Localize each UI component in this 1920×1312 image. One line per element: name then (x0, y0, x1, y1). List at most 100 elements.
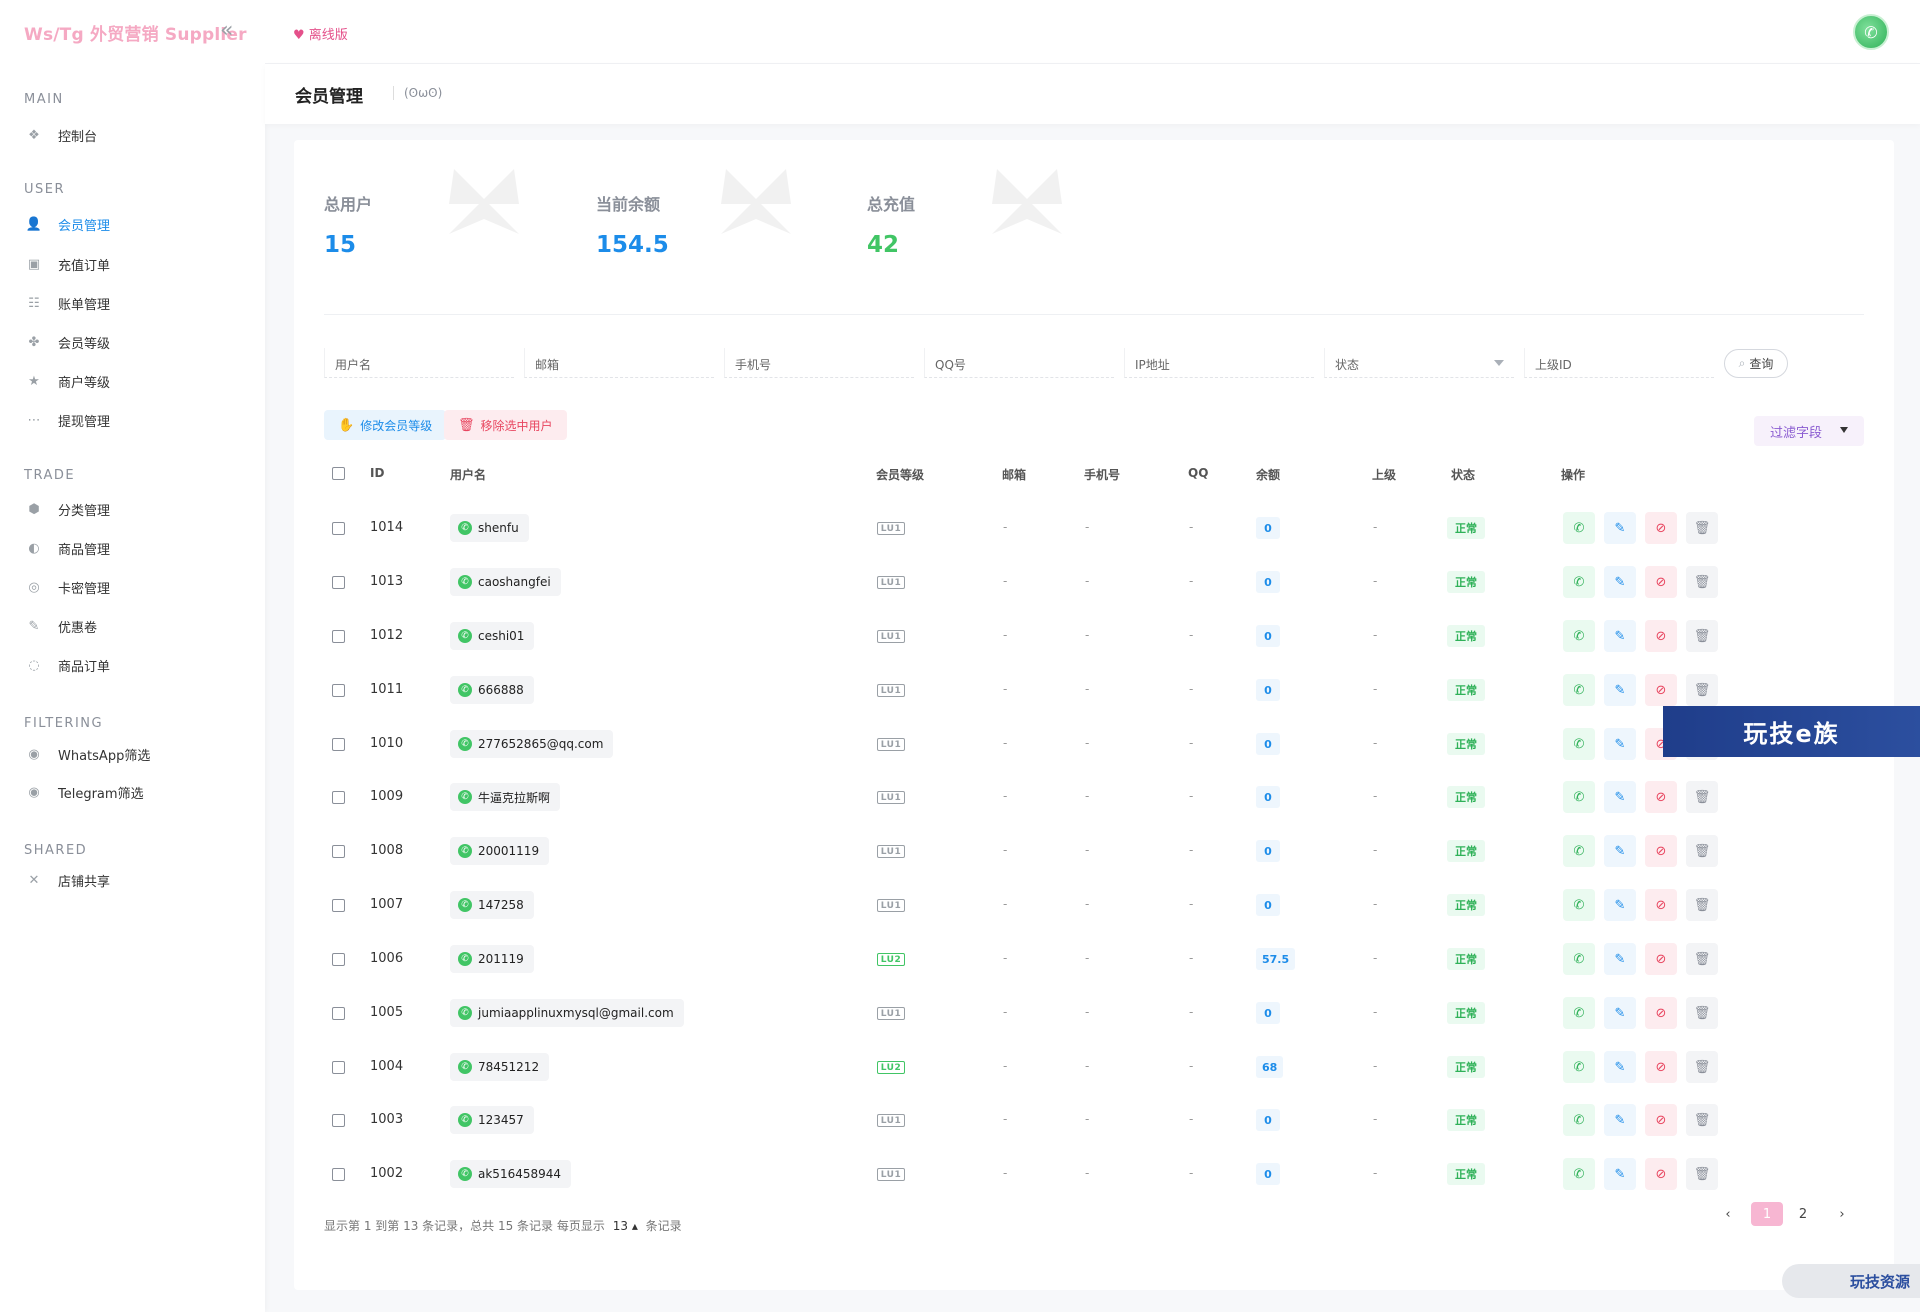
row-checkbox[interactable] (332, 1007, 345, 1020)
edit-user-button[interactable]: ✎ (1604, 1158, 1636, 1190)
edit-user-button[interactable]: ✎ (1604, 1104, 1636, 1136)
column-header-8[interactable]: 状态 (1451, 468, 1476, 482)
row-checkbox[interactable] (332, 1114, 345, 1127)
username-chip[interactable]: ✆ 牛逼克拉斯啊 (450, 783, 561, 811)
filter-input-0[interactable]: 用户名 (324, 348, 514, 378)
page-button-1[interactable]: 1 (1751, 1202, 1783, 1226)
delete-button[interactable]: 🗑 (1686, 1051, 1718, 1083)
delete-button[interactable]: 🗑 (1686, 943, 1718, 975)
username-chip[interactable]: ✆ ceshi01 (450, 622, 535, 650)
edit-user-button[interactable]: ✎ (1604, 512, 1636, 544)
column-header-9[interactable]: 操作 (1561, 468, 1586, 482)
column-header-1[interactable]: 用户名 (450, 468, 487, 482)
edit-user-button[interactable]: ✎ (1604, 566, 1636, 598)
sidebar-item-1-1[interactable]: ▣ 充值订单 (24, 252, 110, 276)
row-checkbox[interactable] (332, 899, 345, 912)
username-chip[interactable]: ✆ 201119 (450, 945, 534, 973)
message-button[interactable]: ✆ (1563, 997, 1595, 1029)
edit-user-button[interactable]: ✎ (1604, 674, 1636, 706)
delete-button[interactable]: 🗑 (1686, 1158, 1718, 1190)
delete-button[interactable]: 🗑 (1686, 566, 1718, 598)
avatar[interactable]: ✆ (1853, 14, 1889, 50)
delete-button[interactable]: 🗑 (1686, 781, 1718, 813)
row-checkbox[interactable] (332, 1168, 345, 1181)
sidebar-item-2-4[interactable]: ◌ 商品订单 (24, 653, 110, 677)
column-header-0[interactable]: ID (370, 466, 385, 480)
username-chip[interactable]: ✆ 277652865@qq.com (450, 730, 614, 758)
message-button[interactable]: ✆ (1563, 566, 1595, 598)
message-button[interactable]: ✆ (1563, 889, 1595, 921)
next-page-button[interactable]: › (1839, 1206, 1845, 1222)
delete-button[interactable]: 🗑 (1686, 674, 1718, 706)
filter-input-5[interactable]: 状态 (1324, 348, 1514, 378)
message-button[interactable]: ✆ (1563, 1051, 1595, 1083)
ban-button[interactable]: ⊘ (1645, 997, 1677, 1029)
ban-button[interactable]: ⊘ (1645, 1104, 1677, 1136)
message-button[interactable]: ✆ (1563, 620, 1595, 652)
column-header-2[interactable]: 会员等级 (876, 468, 925, 482)
filter-input-1[interactable]: 邮箱 (524, 348, 714, 378)
username-chip[interactable]: ✆ 78451212 (450, 1053, 550, 1081)
row-checkbox[interactable] (332, 630, 345, 643)
message-button[interactable]: ✆ (1563, 781, 1595, 813)
delete-button[interactable]: 🗑 (1686, 1104, 1718, 1136)
filter-input-3[interactable]: QQ号 (924, 348, 1114, 378)
row-checkbox[interactable] (332, 576, 345, 589)
column-header-3[interactable]: 邮箱 (1002, 468, 1027, 482)
username-chip[interactable]: ✆ caoshangfei (450, 568, 561, 596)
row-checkbox[interactable] (332, 791, 345, 804)
message-button[interactable]: ✆ (1563, 728, 1595, 760)
ban-button[interactable]: ⊘ (1645, 566, 1677, 598)
edit-user-button[interactable]: ✎ (1604, 889, 1636, 921)
ban-button[interactable]: ⊘ (1645, 674, 1677, 706)
filter-input-6[interactable]: 上级ID (1524, 348, 1714, 378)
ban-button[interactable]: ⊘ (1645, 889, 1677, 921)
column-header-5[interactable]: QQ (1188, 466, 1209, 480)
filter-fields-dropdown[interactable]: 过滤字段 (1754, 416, 1864, 446)
username-chip[interactable]: ✆ 20001119 (450, 837, 550, 865)
delete-button[interactable]: 🗑 (1686, 835, 1718, 867)
column-header-4[interactable]: 手机号 (1084, 468, 1121, 482)
sidebar-item-1-3[interactable]: ✤ 会员等级 (24, 330, 110, 354)
filter-input-2[interactable]: 手机号 (724, 348, 914, 378)
sidebar-item-3-0[interactable]: ◉ WhatsApp筛选 (24, 742, 150, 766)
row-checkbox[interactable] (332, 684, 345, 697)
row-checkbox[interactable] (332, 953, 345, 966)
sidebar-item-3-1[interactable]: ◉ Telegram筛选 (24, 780, 143, 804)
row-checkbox[interactable] (332, 845, 345, 858)
edit-user-button[interactable]: ✎ (1604, 943, 1636, 975)
message-button[interactable]: ✆ (1563, 1158, 1595, 1190)
sidebar-item-1-2[interactable]: ☷ 账单管理 (24, 291, 110, 315)
message-button[interactable]: ✆ (1563, 512, 1595, 544)
sidebar-item-1-5[interactable]: ⋯ 提现管理 (24, 408, 111, 432)
row-checkbox[interactable] (332, 738, 345, 751)
page-button-2[interactable]: 2 (1798, 1206, 1808, 1222)
username-chip[interactable]: ✆ shenfu (450, 514, 529, 542)
delete-button[interactable]: 🗑 (1686, 512, 1718, 544)
sidebar-item-0-0[interactable]: ❖ 控制台 (24, 123, 97, 147)
ban-button[interactable]: ⊘ (1645, 1158, 1677, 1190)
edit-user-button[interactable]: ✎ (1604, 781, 1636, 813)
edit-user-button[interactable]: ✎ (1604, 728, 1636, 760)
ban-button[interactable]: ⊘ (1645, 512, 1677, 544)
filter-input-4[interactable]: IP地址 (1124, 348, 1314, 378)
username-chip[interactable]: ✆ 147258 (450, 891, 534, 919)
sidebar-item-2-1[interactable]: ◐ 商品管理 (24, 536, 110, 560)
delete-button[interactable]: 🗑 (1686, 889, 1718, 921)
sidebar-item-2-2[interactable]: ◎ 卡密管理 (24, 575, 110, 599)
remove-selected-button[interactable]: 🗑 移除选中用户 (444, 410, 567, 440)
ban-button[interactable]: ⊘ (1645, 620, 1677, 652)
sidebar-item-2-3[interactable]: ✎ 优惠卷 (24, 614, 97, 638)
username-chip[interactable]: ✆ 666888 (450, 676, 534, 704)
ban-button[interactable]: ⊘ (1645, 781, 1677, 813)
ban-button[interactable]: ⊘ (1645, 1051, 1677, 1083)
sidebar-item-4-0[interactable]: ✕ 店铺共享 (24, 868, 110, 892)
message-button[interactable]: ✆ (1563, 835, 1595, 867)
edit-user-button[interactable]: ✎ (1604, 1051, 1636, 1083)
sidebar-item-1-4[interactable]: ★ 商户等级 (24, 369, 110, 393)
ban-button[interactable]: ⊘ (1645, 943, 1677, 975)
sidebar-item-1-0[interactable]: 👤 会员管理 (24, 212, 110, 236)
column-header-7[interactable]: 上级 (1372, 468, 1397, 482)
message-button[interactable]: ✆ (1563, 1104, 1595, 1136)
delete-button[interactable]: 🗑 (1686, 997, 1718, 1029)
